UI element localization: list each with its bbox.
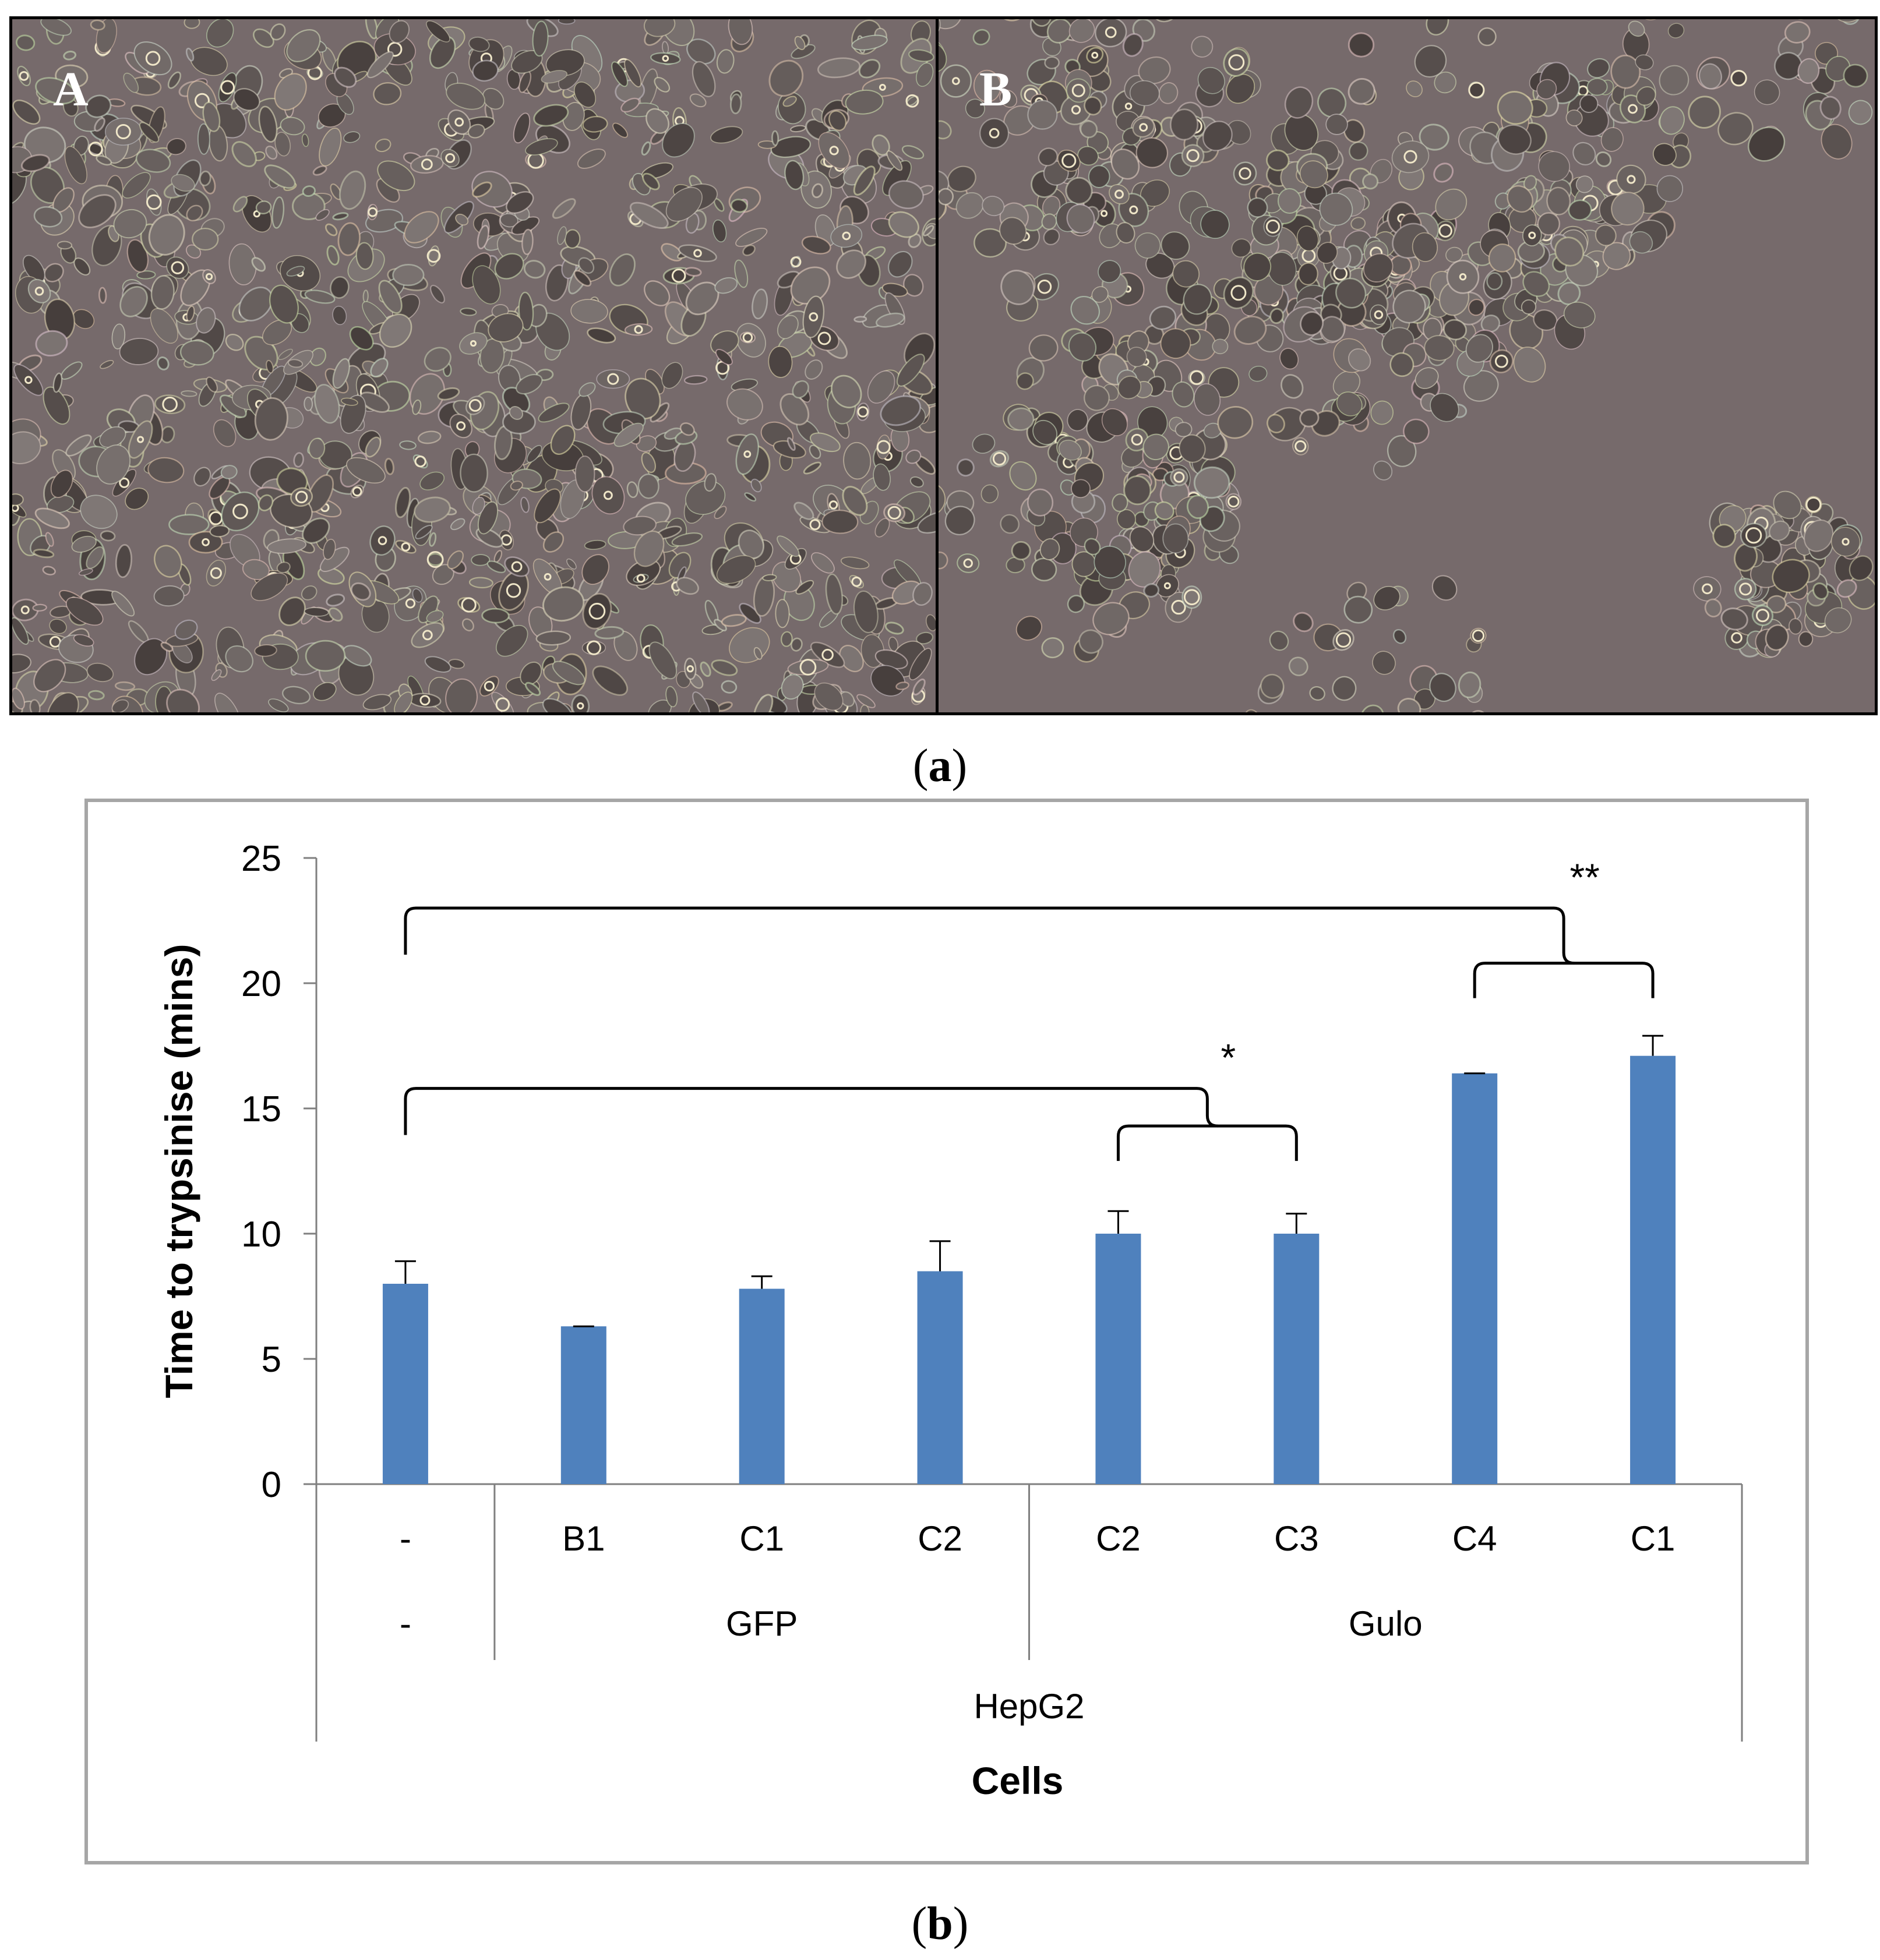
category-label: -	[400, 1519, 411, 1558]
cell-texture	[12, 19, 936, 712]
group-label: Gulo	[1349, 1604, 1423, 1643]
significance-label: **	[1569, 856, 1599, 899]
group-label: -	[400, 1604, 411, 1643]
category-label: C2	[918, 1519, 962, 1558]
caption-a: (a)	[912, 740, 968, 792]
micrograph-image-b: B	[939, 19, 1875, 712]
micrograph-panel-a: A B	[9, 16, 1878, 715]
category-label: C1	[739, 1519, 784, 1558]
y-tick-label: 20	[241, 964, 281, 1004]
bar	[917, 1271, 963, 1484]
supergroup-label: HepG2	[973, 1687, 1084, 1726]
category-label: C1	[1631, 1519, 1676, 1558]
bar	[1274, 1234, 1320, 1484]
group-label: GFP	[726, 1604, 798, 1643]
category-label: C3	[1274, 1519, 1319, 1558]
bar	[560, 1326, 606, 1484]
x-axis-title: Cells	[972, 1759, 1064, 1802]
category-label: B1	[562, 1519, 605, 1558]
bar	[382, 1284, 428, 1484]
bar	[739, 1288, 785, 1484]
bar	[1452, 1073, 1498, 1484]
significance-bracket: *	[404, 1036, 1298, 1161]
y-axis-title: Time to trypsinise (mins)	[157, 944, 200, 1399]
category-label: C2	[1096, 1519, 1141, 1558]
y-tick-label: 25	[241, 839, 281, 879]
micrograph-label-a: A	[53, 62, 89, 116]
bar	[1095, 1234, 1141, 1484]
y-tick-label: 0	[262, 1465, 281, 1505]
cell-texture	[939, 19, 1875, 712]
significance-label: *	[1221, 1036, 1236, 1079]
significance-bracket: **	[404, 856, 1655, 998]
micrograph-b-cells	[939, 19, 1875, 712]
y-tick-label: 10	[241, 1214, 281, 1255]
y-tick-label: 5	[262, 1340, 281, 1380]
category-label: C4	[1452, 1519, 1497, 1558]
caption-b: (b)	[911, 1898, 969, 1950]
bar	[1630, 1055, 1676, 1484]
y-tick-label: 15	[241, 1089, 281, 1129]
micrograph-label-b: B	[979, 62, 1013, 116]
micrograph-a-cells	[12, 19, 936, 712]
micrograph-image-a: A	[12, 19, 939, 712]
